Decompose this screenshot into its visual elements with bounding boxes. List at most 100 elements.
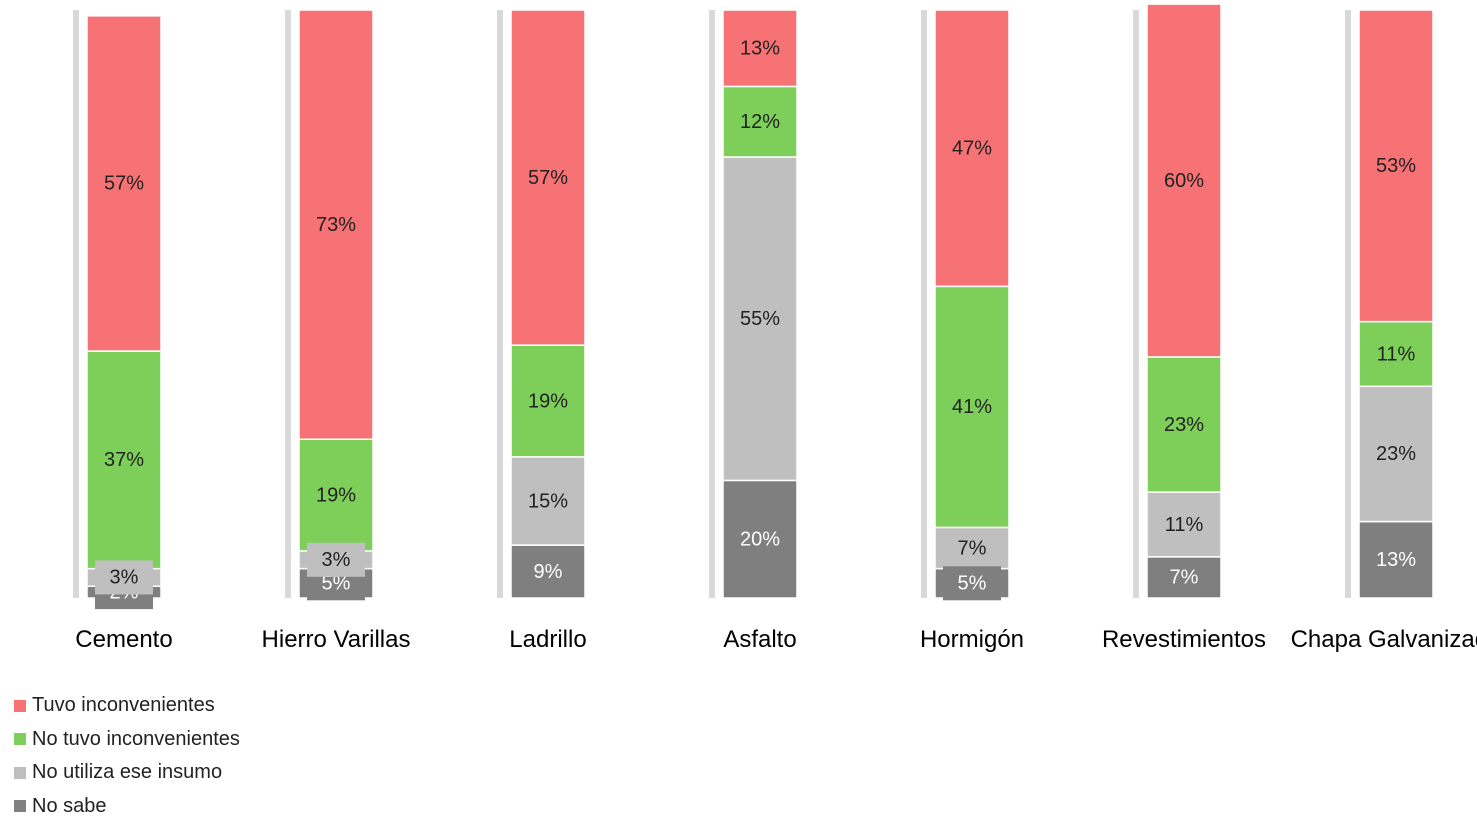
bar-shadow	[921, 10, 927, 598]
data-label-text: 11%	[1165, 514, 1204, 536]
data-label: 19%	[519, 384, 577, 419]
data-label: 20%	[731, 522, 789, 557]
data-label: 57%	[95, 166, 153, 201]
data-label-box	[943, 131, 1001, 166]
data-label-box	[519, 554, 577, 589]
data-label-text: 37%	[104, 449, 144, 471]
data-label-text: 23%	[1164, 414, 1204, 436]
bar-shadow	[1345, 10, 1351, 598]
x-tick-label: Chapa Galvanizada	[1290, 626, 1477, 653]
data-label-text: 15%	[528, 490, 568, 512]
data-label: 11%	[1155, 507, 1213, 542]
data-label-box	[1155, 163, 1213, 198]
data-label-text: 47%	[952, 137, 992, 159]
data-label-box	[307, 478, 365, 513]
data-label-box	[95, 560, 153, 595]
data-label-box	[731, 31, 789, 66]
bar-shadow	[1133, 10, 1139, 598]
data-label-text: 55%	[740, 308, 780, 330]
data-label: 41%	[943, 389, 1001, 424]
data-label-text: 13%	[740, 38, 780, 60]
data-label-box	[731, 301, 789, 336]
data-label-box	[731, 104, 789, 139]
data-label-text: 57%	[104, 173, 144, 195]
data-label-text: 7%	[1170, 567, 1199, 589]
data-label-box	[1155, 407, 1213, 442]
legend-item: No sabe	[14, 795, 107, 818]
data-label-text: 5%	[322, 573, 351, 595]
data-label: 3%	[95, 560, 153, 595]
data-label-box	[1155, 507, 1213, 542]
data-label-text: 9%	[534, 561, 563, 583]
data-label: 73%	[307, 207, 365, 242]
data-label-box	[519, 160, 577, 195]
x-tick-label: Ladrillo	[509, 626, 587, 653]
data-label-box	[519, 483, 577, 518]
data-label-text: 23%	[1376, 443, 1416, 465]
data-label: 19%	[307, 478, 365, 513]
legend-item: No tuvo inconvenientes	[14, 728, 240, 751]
data-label: 37%	[95, 442, 153, 477]
data-label: 55%	[731, 301, 789, 336]
x-tick-label: Revestimientos	[1101, 626, 1267, 653]
legend-swatch	[14, 733, 26, 745]
data-label: 3%	[307, 542, 365, 577]
data-label-text: 12%	[740, 111, 780, 133]
data-label-box	[1155, 560, 1213, 595]
data-label-box	[1367, 148, 1425, 183]
data-label: 7%	[1155, 560, 1213, 595]
x-tick-label: Hierro Varillas	[261, 626, 411, 653]
data-label-text: 3%	[110, 567, 139, 589]
x-tick-label: Asfalto	[723, 626, 797, 653]
data-label-text: 19%	[316, 484, 356, 506]
data-label: 53%	[1367, 148, 1425, 183]
data-label-box	[731, 522, 789, 557]
bar-shadow	[709, 10, 715, 598]
data-label: 7%	[943, 531, 1001, 566]
data-label-box	[307, 542, 365, 577]
data-label-text: 53%	[1376, 155, 1416, 177]
data-label-text: 41%	[952, 396, 992, 418]
data-label-box	[307, 207, 365, 242]
legend-swatch	[14, 800, 26, 812]
data-label-text: 20%	[740, 528, 780, 550]
bar-shadow	[497, 10, 503, 598]
data-label: 12%	[731, 104, 789, 139]
legend-item: No utiliza ese insumo	[14, 761, 222, 784]
data-label-box	[943, 389, 1001, 424]
data-label: 60%	[1155, 163, 1213, 198]
bar-shadow	[73, 10, 79, 598]
legend-swatch	[14, 766, 26, 779]
data-label: 13%	[1367, 542, 1425, 577]
data-label-text: 60%	[1164, 170, 1204, 192]
data-label: 11%	[1367, 336, 1425, 371]
data-label-box	[943, 531, 1001, 566]
data-label-text: 3%	[322, 549, 351, 571]
data-label-box	[1367, 336, 1425, 371]
data-label: 13%	[731, 31, 789, 66]
x-tick-label: Hormigón	[919, 626, 1025, 653]
legend-label: Tuvo inconvenientes	[32, 694, 215, 716]
legend-swatch	[14, 699, 26, 712]
data-label: 15%	[519, 483, 577, 518]
data-label: 9%	[519, 554, 577, 589]
data-label-text: 13%	[1376, 549, 1416, 571]
data-label: 5%	[943, 566, 1001, 601]
legend-label: No tuvo inconvenientes	[32, 727, 240, 750]
data-label-text: 7%	[958, 537, 987, 559]
data-label: 23%	[1367, 436, 1425, 471]
data-label-text: 19%	[528, 390, 568, 412]
data-label-box	[95, 442, 153, 477]
data-label-text: 57%	[528, 167, 568, 189]
data-label: 47%	[943, 131, 1001, 166]
data-label-box	[943, 566, 1001, 601]
data-label: 23%	[1155, 407, 1213, 442]
data-label-box	[95, 166, 153, 201]
data-label-text: 11%	[1377, 343, 1416, 365]
legend-item: Tuvo inconvenientes	[14, 694, 215, 717]
data-label-box	[519, 384, 577, 419]
legend-label: No utiliza ese insumo	[32, 761, 223, 783]
data-label-text: 5%	[958, 573, 987, 595]
